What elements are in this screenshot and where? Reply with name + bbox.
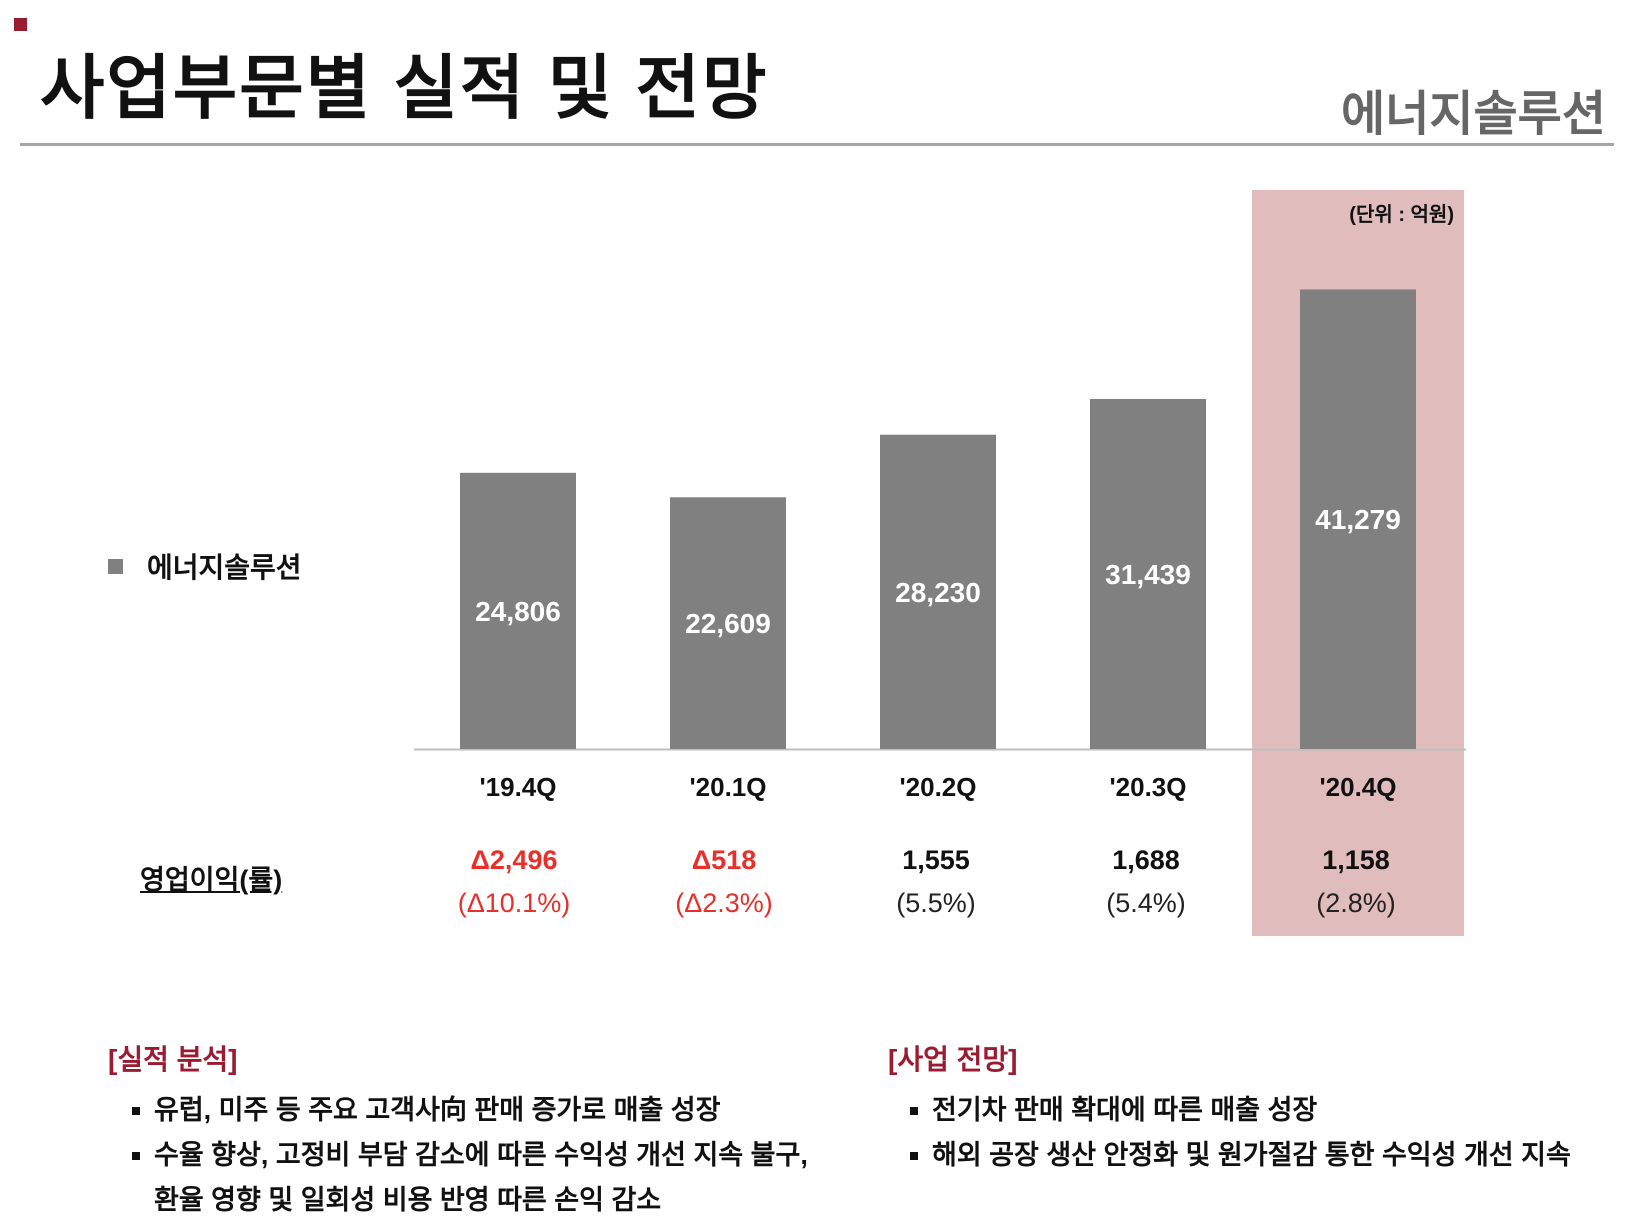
bar-value-label: 28,230 [895, 577, 981, 608]
operating-profit-value: Δ518 [691, 845, 757, 875]
accent-square [14, 18, 27, 31]
bullet-icon [910, 1152, 918, 1160]
bullet-icon [910, 1107, 918, 1115]
analysis-title: [실적 분석] [108, 1044, 238, 1075]
legend-swatch [108, 558, 123, 574]
operating-profit-rate: (Δ2.3%) [675, 888, 773, 918]
operating-profit-title: 영업이익(률) [140, 865, 283, 895]
outlook-list: 전기차 판매 확대에 따른 매출 성장 해외 공장 생산 안정화 및 원가절감 … [910, 1088, 1571, 1178]
operating-profit-value: Δ2,496 [470, 845, 558, 875]
bar [1300, 289, 1416, 749]
unit-label: (단위 : 억원) [1349, 204, 1454, 226]
legend-label: 에너지솔루션 [147, 552, 302, 583]
operating-profit-rate: (5.4%) [1106, 888, 1186, 918]
category-label: '19.4Q [479, 772, 557, 802]
category-label: '20.2Q [899, 772, 977, 802]
list-item: 해외 공장 생산 안정화 및 원가절감 통한 수익성 개선 지속 [910, 1133, 1571, 1178]
operating-profit-rate: (5.5%) [896, 888, 976, 918]
bar [1090, 398, 1206, 749]
operating-profit-value: 1,688 [1112, 845, 1180, 875]
list-item: 전기차 판매 확대에 따른 매출 성장 [910, 1088, 1571, 1133]
bar [670, 497, 786, 749]
analysis-list: 유럽, 미주 등 주요 고객사向 판매 증가로 매출 성장 수율 향상, 고정비… [132, 1088, 808, 1223]
category-label: '20.3Q [1109, 772, 1187, 802]
bullet-icon [132, 1107, 140, 1115]
operating-profit-value: 1,555 [902, 845, 970, 875]
list-item: 환율 영향 및 일회성 비용 반영 따른 손익 감소 [154, 1185, 662, 1215]
bar-value-label: 22,609 [685, 608, 771, 639]
bullet-icon [132, 1152, 140, 1160]
outlook-title: [사업 전망] [888, 1044, 1018, 1075]
bar-value-label: 24,806 [475, 596, 561, 627]
category-label: '20.4Q [1319, 772, 1397, 802]
category-label: '20.1Q [689, 772, 767, 802]
division-title: 에너지솔루션 [1341, 88, 1606, 141]
bar [460, 472, 576, 749]
operating-profit-value: 1,158 [1322, 845, 1390, 875]
legend: 에너지솔루션 [108, 546, 302, 586]
title-divider [20, 143, 1614, 146]
operating-profit-rate: (Δ10.1%) [457, 888, 571, 918]
bar-value-label: 31,439 [1105, 559, 1191, 590]
list-item: 유럽, 미주 등 주요 고객사向 판매 증가로 매출 성장 [132, 1088, 808, 1133]
operating-profit-rate: (2.8%) [1316, 888, 1396, 918]
page-title: 사업부문별 실적 및 전망 [40, 49, 769, 127]
bar [880, 434, 996, 749]
list-item: 수율 향상, 고정비 부담 감소에 따른 수익성 개선 지속 불구, [132, 1133, 808, 1178]
bar-value-label: 41,279 [1315, 504, 1401, 535]
